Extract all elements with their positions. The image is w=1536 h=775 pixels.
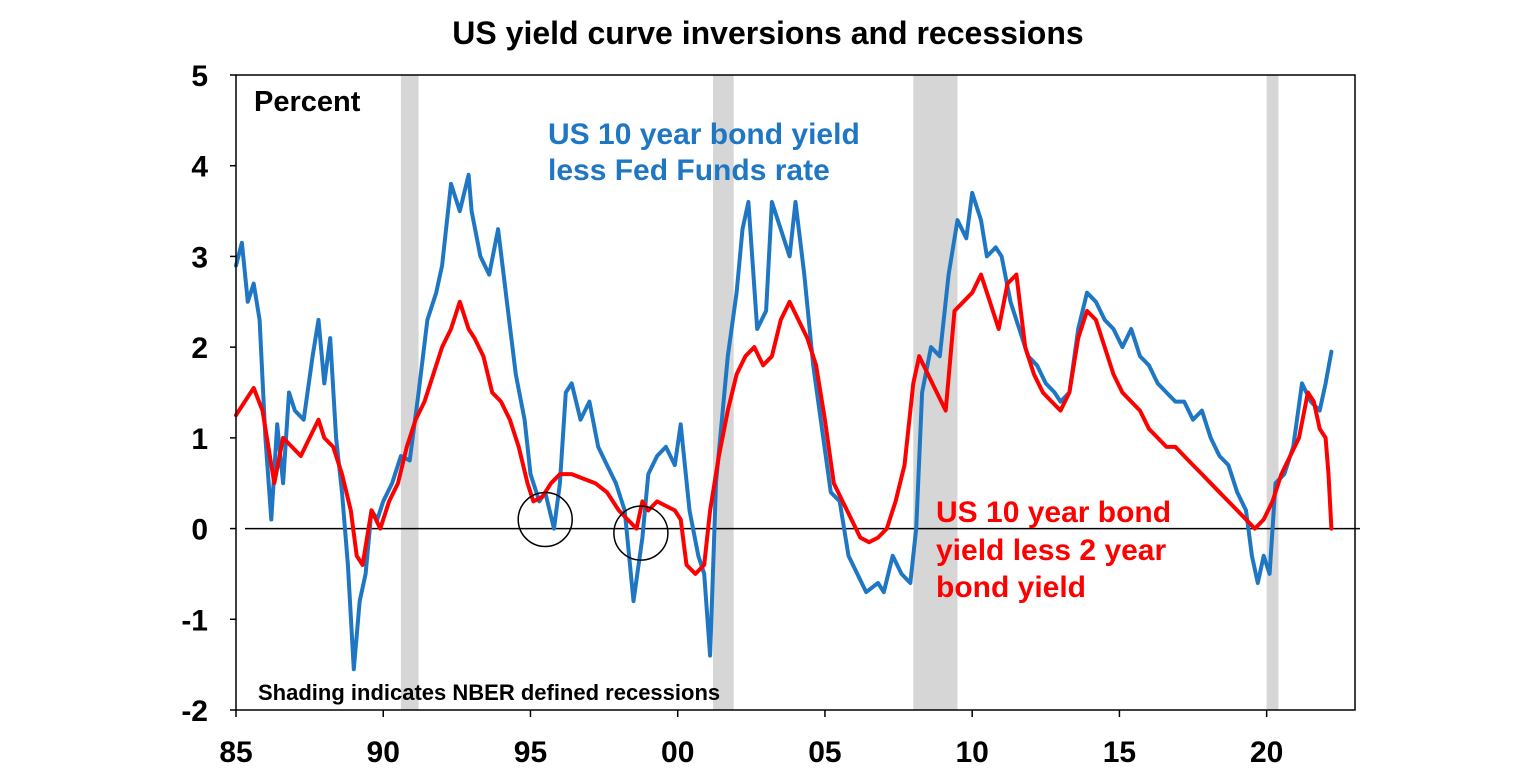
chart-title: US yield curve inversions and recessions	[452, 15, 1083, 51]
series-line-10y-less-fed-funds	[234, 172, 1334, 672]
y-tick-label: 0	[191, 514, 208, 547]
y-axis-label: Percent	[254, 86, 361, 118]
recession-note: Shading indicates NBER defined recession…	[258, 680, 720, 705]
x-tick-label: 90	[367, 736, 400, 769]
y-tick-label: 2	[191, 332, 208, 365]
y-tick-label: 1	[191, 423, 208, 456]
red-series-label-line-3: bond yield	[936, 571, 1086, 604]
x-tick-label: 20	[1250, 736, 1283, 769]
x-tick-label: 15	[1103, 736, 1136, 769]
x-tick-label: 00	[661, 736, 694, 769]
inversion-circle-2	[613, 505, 669, 561]
red-series-label-line-2: yield less 2 year	[936, 534, 1166, 567]
recession-shading	[400, 75, 1279, 710]
y-tick-label: 4	[191, 151, 208, 184]
x-tick-label: 85	[219, 736, 252, 769]
y-tick-label: 5	[191, 60, 208, 93]
blue-series-label-line-2: less Fed Funds rate	[548, 154, 830, 187]
y-tick-label: 3	[191, 241, 208, 274]
plot-frame	[235, 74, 1356, 711]
series-line-10y-less-2y	[234, 272, 1334, 576]
inversion-markers	[517, 491, 669, 561]
series-lines	[234, 172, 1334, 672]
y-tick-label: -2	[181, 695, 208, 728]
red-series-label: US 10 year bond yield less 2 year bond y…	[936, 496, 1179, 604]
blue-series-label-line-1: US 10 year bond yield	[548, 118, 860, 151]
y-tick-label: -1	[181, 604, 208, 637]
inversion-circle-1	[517, 491, 573, 548]
y-axis-ticks: -2 -1 0 1 2 3 4 5	[181, 60, 236, 728]
x-tick-label: 10	[955, 736, 988, 769]
x-axis-ticks: 85 90 95 00 05 10 15 20	[219, 710, 1283, 769]
blue-series-label: US 10 year bond yield less Fed Funds rat…	[548, 118, 868, 187]
x-tick-label: 95	[514, 736, 547, 769]
recession-band-4	[1266, 75, 1279, 710]
x-tick-label: 05	[808, 736, 841, 769]
red-series-label-line-1: US 10 year bond	[936, 496, 1171, 529]
recession-band-1	[400, 75, 419, 710]
